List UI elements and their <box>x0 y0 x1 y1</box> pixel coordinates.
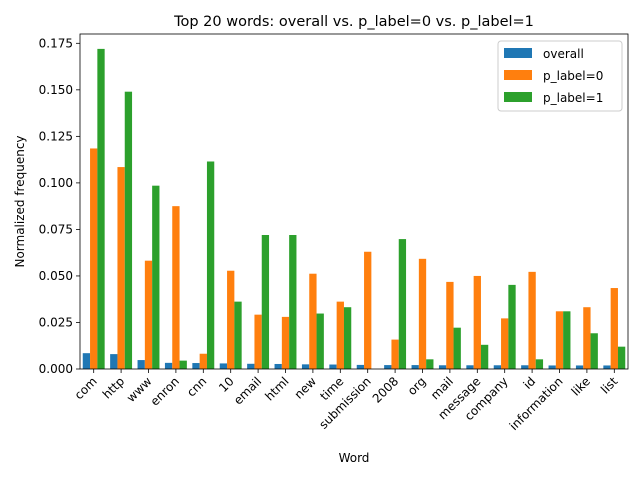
x-tick-label: list <box>598 374 621 397</box>
legend-label: p_label=0 <box>543 69 603 83</box>
bar-overall-html <box>274 363 282 369</box>
bar-p-label-1-message <box>480 344 489 369</box>
bar-p-label-0-like <box>583 307 591 369</box>
bar-p-label-1-com <box>97 48 105 369</box>
bar-overall-enron <box>164 362 173 369</box>
bar-p-label-0-id <box>528 271 536 369</box>
bar-p-label-1-10 <box>234 301 242 369</box>
x-tick-label: email <box>231 374 264 407</box>
bar-overall-10 <box>219 363 228 369</box>
bar-p-label-0-com <box>90 148 98 369</box>
bar-p-label-0-company <box>501 318 509 369</box>
bar-p-label-1-company <box>508 284 516 369</box>
bar-p-label-1-www <box>152 185 160 369</box>
y-tick-label: 0.150 <box>39 83 73 97</box>
bar-overall-information <box>548 365 556 369</box>
bar-p-label-1-list <box>617 346 626 369</box>
x-tick-label: id <box>521 374 539 392</box>
bar-p-label-1-email <box>261 235 270 369</box>
legend-swatch <box>504 48 532 58</box>
bar-p-label-0-mail <box>446 281 454 369</box>
bar-p-label-1-http <box>124 91 133 369</box>
y-axis-label: Normalized frequency <box>13 135 27 267</box>
bar-p-label-0-email <box>254 314 262 369</box>
bar-p-label-0-2008 <box>391 339 399 369</box>
bar-p-label-0-10 <box>227 270 235 369</box>
x-tick-label: com <box>72 374 100 402</box>
bar-p-label-0-submission <box>364 251 372 369</box>
bar-p-label-0-cnn <box>199 353 207 369</box>
y-tick-label: 0.050 <box>39 269 73 283</box>
bar-p-label-1-time <box>343 307 352 369</box>
x-tick-label: 10 <box>216 374 237 395</box>
bar-overall-org <box>411 365 419 369</box>
x-tick-label: org <box>405 374 429 398</box>
bar-overall-submission <box>356 364 365 369</box>
y-tick-label: 0.075 <box>39 222 73 236</box>
bar-overall-list <box>603 365 611 369</box>
bar-p-label-1-like <box>590 333 598 369</box>
bar-p-label-0-list <box>610 288 618 369</box>
bar-p-label-0-html <box>281 316 290 369</box>
bar-p-label-1-org <box>426 359 434 369</box>
bar-p-label-0-message <box>473 275 481 369</box>
bar-overall-id <box>521 365 529 369</box>
x-tick-label: 2008 <box>370 374 401 405</box>
bar-p-label-1-id <box>535 359 544 369</box>
bar-overall-email <box>247 363 255 369</box>
y-axis: 0.000 0.025 0.050 0.075 0.100 0.125 0.150 0.175 <box>39 36 80 376</box>
bar-p-label-1-2008 <box>398 239 407 369</box>
bar-overall-new <box>301 364 310 369</box>
bar-overall-like <box>575 365 584 369</box>
legend: overall p_label=0 p_label=1 <box>497 40 623 112</box>
bar-p-label-0-enron <box>172 206 180 369</box>
bar-overall-www <box>137 360 145 369</box>
bar-p-label-1-cnn <box>206 161 215 369</box>
x-tick-label: like <box>569 374 593 398</box>
bar-overall-mail <box>438 365 447 369</box>
bar-overall-company <box>493 365 502 369</box>
y-tick-label: 0.100 <box>39 176 73 190</box>
bar-overall-2008 <box>384 365 392 369</box>
chart-title: Top 20 words: overall vs. p_label=0 vs. … <box>173 14 534 30</box>
bar-p-label-0-information <box>555 311 564 369</box>
bar-p-label-0-www <box>144 260 153 369</box>
bar-overall-cnn <box>192 363 200 369</box>
x-tick-label: cnn <box>184 374 209 399</box>
bars-group <box>82 48 626 370</box>
x-tick-label: http <box>100 374 127 401</box>
x-tick-label: html <box>262 374 291 403</box>
bar-p-label-0-http <box>117 167 125 369</box>
legend-swatch <box>504 70 532 80</box>
bar-p-label-0-org <box>418 258 427 369</box>
bar-overall-time <box>329 364 337 369</box>
plot-frame <box>79 33 629 370</box>
bar-overall-http <box>110 354 118 369</box>
legend-label: p_label=1 <box>543 91 603 105</box>
legend-label: overall <box>543 47 584 61</box>
legend-swatch <box>504 92 532 102</box>
y-tick-label: 0.000 <box>39 362 73 376</box>
bar-overall-message <box>466 365 474 369</box>
bar-p-label-1-enron <box>179 360 187 370</box>
x-tick-label: enron <box>148 374 182 408</box>
x-axis-label: Word <box>339 451 370 465</box>
y-tick-label: 0.025 <box>39 315 73 329</box>
bar-p-label-1-mail <box>453 327 461 369</box>
bar-p-label-1-new <box>316 313 324 369</box>
y-tick-label: 0.125 <box>39 129 73 143</box>
bar-p-label-0-new <box>309 273 317 369</box>
y-tick-label: 0.175 <box>39 36 73 50</box>
x-tick-label: new <box>292 374 320 402</box>
bar-p-label-1-html <box>289 235 297 369</box>
bar-p-label-0-time <box>336 301 344 369</box>
bar-overall-com <box>82 353 91 369</box>
bar-p-label-1-information <box>563 311 571 369</box>
